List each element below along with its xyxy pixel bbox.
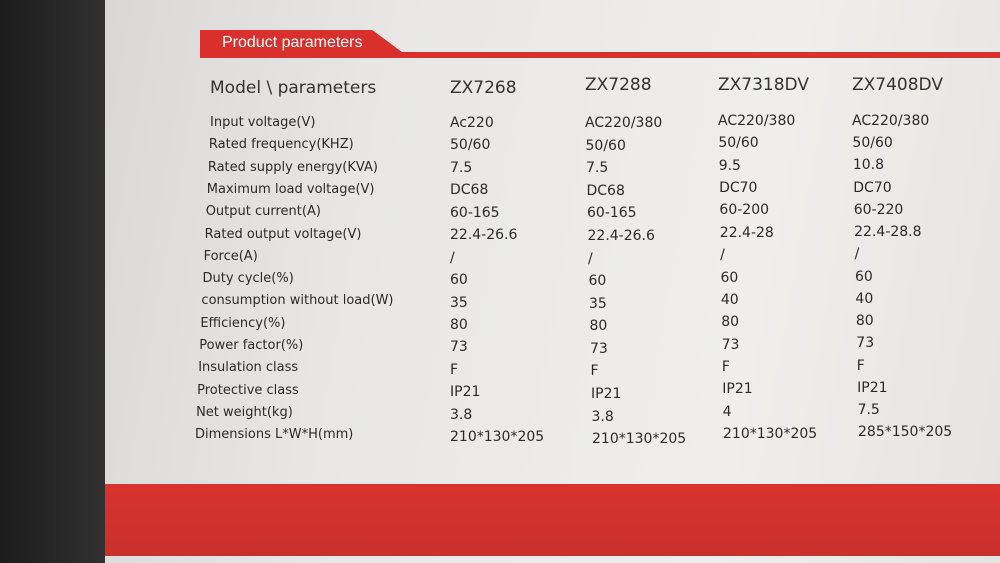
- row-label: Rated supply energy(KVA): [207, 159, 378, 175]
- cell-value: 60: [588, 273, 607, 290]
- cell-value: /: [720, 247, 725, 264]
- cell-value: 22.4-28.8: [854, 224, 922, 241]
- cell-value: 3.8: [450, 406, 473, 423]
- cell-value: 73: [856, 335, 875, 352]
- row-label: Rated output voltage(V): [204, 226, 362, 242]
- row-label: Insulation class: [198, 360, 299, 376]
- cell-value: 50/60: [718, 135, 759, 152]
- cell-value: /: [450, 249, 455, 266]
- cell-value: Ac220: [450, 115, 494, 131]
- cell-value: 40: [855, 290, 874, 307]
- cell-value: 210*130*205: [723, 426, 818, 443]
- cell-value: 285*150*205: [858, 424, 953, 441]
- cell-value: DC70: [853, 179, 892, 196]
- cell-value: IP21: [857, 379, 888, 396]
- row-label: Power factor(%): [199, 338, 304, 353]
- row-label: Input voltage(V): [210, 115, 316, 130]
- column-header: ZX7288: [585, 75, 652, 95]
- cell-value: 80: [450, 316, 468, 333]
- row-label: Efficiency(%): [200, 315, 286, 331]
- cell-value: /: [588, 250, 593, 267]
- cell-value: 60: [450, 272, 468, 289]
- cell-value: 10.8: [852, 157, 885, 174]
- cell-value: DC68: [586, 182, 625, 199]
- cell-value: IP21: [450, 384, 481, 401]
- row-label: consumption without load(W): [201, 293, 394, 309]
- cell-value: AC220/380: [852, 113, 930, 129]
- cell-value: 22.4-26.6: [450, 227, 518, 244]
- cell-value: 60-165: [450, 204, 500, 221]
- row-label: Protective class: [197, 382, 299, 398]
- row-label: Dimensions L*W*H(mm): [195, 427, 354, 443]
- cell-value: 22.4-26.6: [587, 227, 655, 244]
- cell-value: 35: [450, 294, 468, 311]
- cell-value: F: [856, 357, 865, 374]
- cell-value: 60: [720, 269, 739, 286]
- cell-value: 50/60: [450, 137, 491, 154]
- cell-value: 73: [450, 339, 468, 356]
- cell-value: 35: [589, 295, 607, 312]
- cell-value: 9.5: [718, 157, 741, 174]
- row-label: Duty cycle(%): [202, 271, 294, 287]
- column-header: ZX7268: [450, 78, 517, 98]
- cell-value: 60-220: [853, 201, 904, 218]
- header-tab: [200, 30, 410, 58]
- header-rule: [400, 52, 1000, 58]
- cell-value: 60-200: [719, 202, 770, 219]
- cell-value: 80: [721, 314, 740, 331]
- cell-value: 210*130*205: [592, 431, 687, 448]
- cell-value: F: [590, 363, 599, 380]
- row-label: Maximum load voltage(V): [206, 181, 375, 197]
- cell-value: 210*130*205: [450, 429, 545, 446]
- cell-value: 4: [722, 403, 732, 420]
- cell-value: 22.4-28: [719, 224, 774, 241]
- row-label: Force(A): [203, 248, 258, 264]
- header-title: Product parameters: [222, 34, 363, 51]
- cell-value: 40: [720, 291, 739, 308]
- row-label: Output current(A): [205, 204, 321, 220]
- cell-value: 60-165: [587, 205, 637, 222]
- cell-value: 7.5: [450, 159, 473, 176]
- cell-value: 80: [855, 313, 874, 330]
- cell-value: 73: [590, 340, 608, 357]
- cell-value: AC220/380: [718, 113, 796, 129]
- cell-value: IP21: [591, 386, 622, 403]
- cell-value: 7.5: [857, 401, 880, 418]
- cell-value: 3.8: [591, 408, 614, 425]
- cell-value: IP21: [722, 381, 753, 398]
- column-header: ZX7318DV: [718, 75, 809, 95]
- cell-value: DC68: [450, 182, 489, 199]
- column-header: ZX7408DV: [852, 75, 943, 95]
- cell-value: 80: [589, 318, 608, 335]
- paper: [105, 0, 1000, 563]
- cell-value: F: [450, 361, 459, 378]
- cell-value: AC220/380: [585, 115, 663, 131]
- cell-value: 50/60: [852, 135, 893, 152]
- cell-value: 60: [855, 268, 873, 285]
- cell-value: 7.5: [586, 160, 609, 177]
- row-header-title: Model \ parameters: [210, 78, 377, 98]
- cell-value: F: [721, 359, 730, 376]
- footer-band: [105, 484, 1000, 556]
- cell-value: DC70: [719, 180, 758, 197]
- cell-value: /: [854, 246, 860, 263]
- row-label: Rated frequency(KHZ): [208, 137, 354, 153]
- cell-value: 50/60: [585, 137, 626, 154]
- row-label: Net weight(kg): [196, 404, 293, 420]
- cell-value: 73: [721, 336, 740, 353]
